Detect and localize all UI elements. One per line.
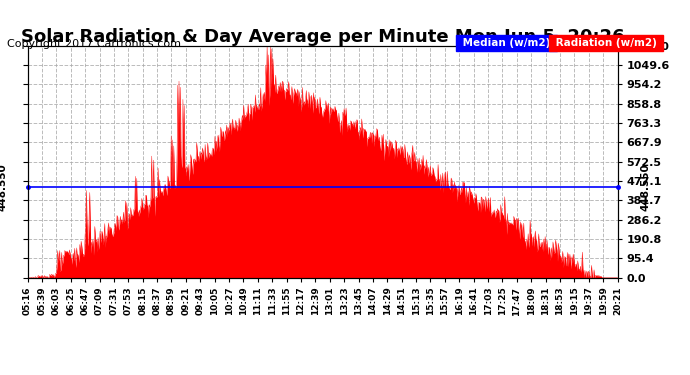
Title: Solar Radiation & Day Average per Minute Mon Jun 5  20:26: Solar Radiation & Day Average per Minute… [21,28,624,46]
Text: Median (w/m2): Median (w/m2) [459,38,554,48]
Text: Radiation (w/m2): Radiation (w/m2) [552,38,660,48]
Text: 448.550: 448.550 [640,163,651,211]
Text: 448.550: 448.550 [0,163,8,211]
Text: Copyright 2017 Cartronics.com: Copyright 2017 Cartronics.com [7,39,181,50]
